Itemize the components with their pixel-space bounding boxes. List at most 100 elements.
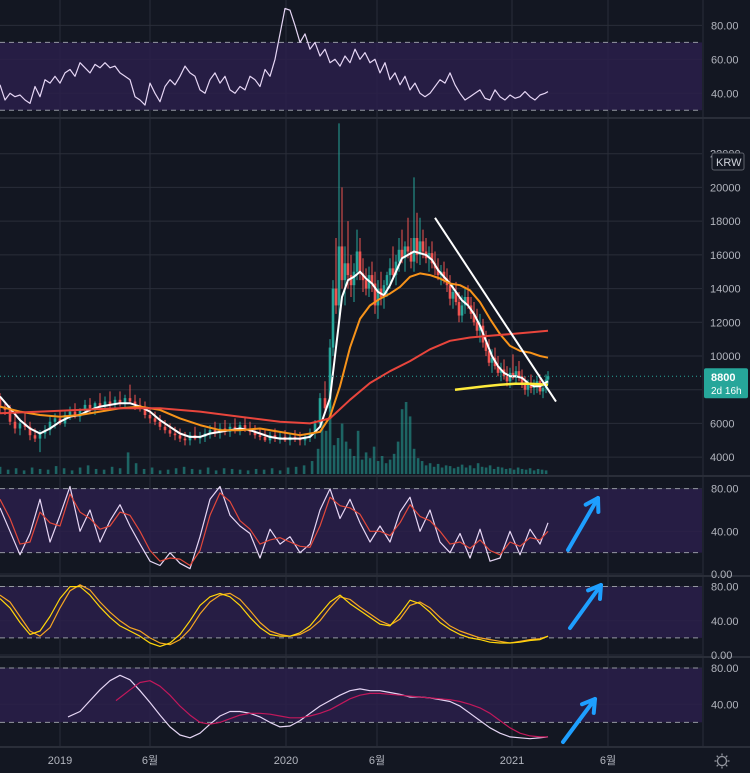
- rsi-line: [0, 7, 549, 106]
- candle-body: [382, 285, 386, 297]
- volume-bar: [262, 469, 266, 474]
- volume-bar: [424, 465, 428, 474]
- volume-bar: [158, 470, 162, 474]
- volume-bar: [230, 468, 234, 474]
- volume-bar: [372, 446, 376, 474]
- axis-tick-label: 10000: [710, 351, 741, 363]
- candle-body: [376, 288, 380, 306]
- volume-bar: [496, 466, 500, 474]
- candle-body: [313, 423, 317, 434]
- candle-body: [13, 421, 17, 429]
- trendline-drawing[interactable]: [434, 217, 557, 403]
- candle-body: [143, 408, 147, 415]
- candle-body: [418, 241, 422, 255]
- price-axes[interactable]: 80.0060.0040.0080.0040.000.0080.0040.000…: [710, 20, 741, 711]
- volume-bar: [528, 468, 532, 474]
- stoch_slow-line: [0, 584, 549, 646]
- volume-bar: [448, 466, 452, 474]
- candle-body: [33, 435, 37, 439]
- candle-body: [73, 411, 77, 417]
- currency-label: KRW: [716, 157, 742, 169]
- time-axis[interactable]: 2019 6월 2020 6월 2021 6월: [48, 754, 616, 767]
- axis-tick-label: 80.00: [711, 20, 739, 32]
- gear-tooth: [716, 755, 719, 758]
- osc_third-line: [115, 680, 548, 738]
- arrow-head: [583, 496, 601, 514]
- candle-body: [83, 404, 87, 410]
- candle-body: [118, 399, 122, 404]
- volume-bar: [376, 461, 380, 474]
- candle-body: [427, 253, 431, 259]
- axis-tick-label: 80.00: [711, 663, 739, 675]
- candle-body: [463, 297, 467, 306]
- candle-body: [148, 415, 152, 419]
- volume-bar: [520, 468, 524, 474]
- stoch_fast-line: [0, 485, 549, 570]
- candle-body: [331, 288, 335, 348]
- volume-bar: [190, 468, 194, 474]
- time-axis-label: 6월: [600, 754, 616, 767]
- volume-bar: [516, 467, 520, 474]
- candle-body: [490, 357, 494, 363]
- gear-tooth: [725, 764, 728, 767]
- indicator-lines: [0, 7, 549, 740]
- volume-bar: [182, 466, 186, 474]
- candle-body: [128, 398, 132, 402]
- candle-body: [460, 305, 464, 316]
- candle-body: [53, 418, 57, 422]
- arrow-head: [586, 583, 603, 601]
- candle-body: [349, 275, 353, 286]
- candle-body: [484, 342, 488, 351]
- candle-body: [352, 271, 356, 286]
- volume-bar: [150, 467, 154, 474]
- arrow-drawing[interactable]: [566, 496, 601, 552]
- volume-bar: [340, 423, 344, 474]
- volume-bar: [356, 430, 360, 474]
- volume-bar: [452, 468, 456, 474]
- time-axis-label: 2021: [500, 755, 524, 767]
- candle-body: [370, 275, 374, 284]
- candle-body: [168, 430, 172, 434]
- volume-bar: [270, 468, 274, 474]
- candle-body: [517, 371, 521, 377]
- settings-gear-icon[interactable]: [714, 753, 730, 769]
- volume-bar: [360, 459, 364, 474]
- volume-bar: [316, 448, 320, 474]
- last-price-label: 8800: [711, 372, 735, 384]
- oscillator-bands: [0, 41, 702, 723]
- overbought-oversold-band: [0, 668, 702, 723]
- time-axis-label: 2019: [48, 755, 72, 767]
- currency-badge[interactable]: [711, 152, 745, 171]
- candle-body: [113, 399, 117, 405]
- volume-bar: [472, 468, 476, 474]
- candle-body: [0, 398, 2, 407]
- volume-bar: [336, 438, 340, 474]
- candle-body: [173, 433, 177, 436]
- candle-body: [355, 251, 359, 272]
- volume-bar: [460, 464, 464, 474]
- arrow-drawing[interactable]: [568, 583, 603, 630]
- volume-bar: [348, 448, 352, 474]
- candle-body: [391, 268, 395, 276]
- drawings-layer: [0, 217, 702, 744]
- gear-tooth: [716, 764, 719, 767]
- arrow-drawing[interactable]: [561, 697, 597, 744]
- volume-bar: [254, 468, 258, 474]
- candle-body: [108, 401, 112, 405]
- volume-bar: [396, 441, 400, 474]
- candle-body: [472, 313, 476, 323]
- volume-bar: [352, 456, 356, 474]
- arrow-shaft: [561, 697, 597, 744]
- candle-body: [346, 263, 350, 276]
- volume-bar: [380, 456, 384, 474]
- overbought-oversold-band: [0, 42, 702, 111]
- volume-bar: [384, 463, 388, 474]
- candle-body: [361, 273, 365, 281]
- volume-bar: [392, 453, 396, 474]
- ui-layer: 8800 2d 16h KRW: [704, 152, 748, 769]
- candle-body: [8, 409, 12, 422]
- volume-bar: [488, 465, 492, 474]
- candle-body: [178, 435, 182, 439]
- candle-body: [28, 426, 32, 436]
- candle-body: [133, 401, 137, 405]
